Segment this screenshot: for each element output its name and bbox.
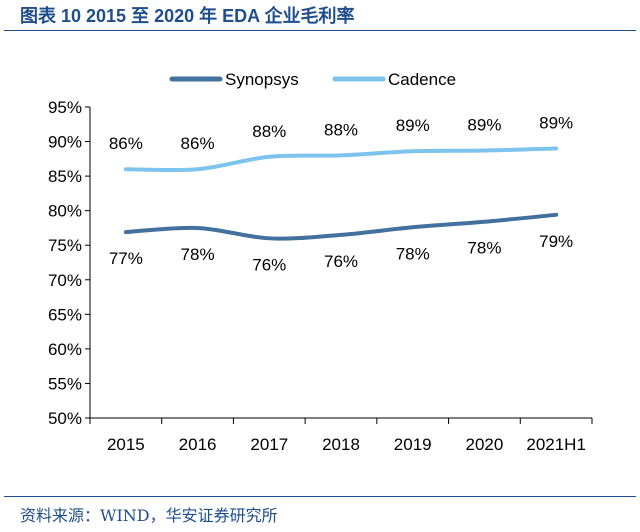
data-label-cadence: 86%	[181, 134, 215, 153]
x-tick-label: 2019	[394, 435, 432, 454]
data-label-cadence: 89%	[396, 116, 430, 135]
x-tick-label: 2021H1	[526, 435, 586, 454]
gross-margin-line-chart: Synopsys Cadence 50% 55% 60% 65% 70% 75% 80% 85%…	[48, 70, 593, 454]
x-tick-label: 2017	[250, 435, 288, 454]
figure-title: 图表 10 2015 至 2020 年 EDA 企业毛利率	[20, 6, 355, 26]
x-tick-label: 2015	[107, 435, 145, 454]
data-label-synopsys: 76%	[324, 252, 358, 271]
x-tick-label: 2020	[466, 435, 504, 454]
source-note: 资料来源：WIND，华安证券研究所	[20, 506, 278, 525]
x-tick-label: 2016	[179, 435, 217, 454]
data-label-cadence: 89%	[467, 116, 501, 135]
y-tick-label: 70%	[48, 271, 82, 290]
legend-label-synopsys: Synopsys	[225, 70, 299, 89]
y-tick-label: 95%	[48, 98, 82, 117]
x-tick-label: 2018	[322, 435, 360, 454]
y-tick-label: 85%	[48, 167, 82, 186]
data-label-cadence: 89%	[539, 113, 573, 132]
data-label-synopsys: 78%	[181, 245, 215, 264]
y-tick-label: 55%	[48, 374, 82, 393]
y-tick-label: 65%	[48, 305, 82, 324]
source-divider	[4, 496, 636, 497]
data-label-synopsys: 77%	[109, 249, 143, 268]
series-synopsys: 77% 78% 76% 76% 78% 78% 79%	[109, 212, 573, 274]
series-line-synopsys	[123, 212, 559, 241]
y-axis: 50% 55% 60% 65% 70% 75% 80% 85% 90% 95%	[48, 98, 91, 428]
data-label-synopsys: 78%	[467, 239, 501, 258]
data-label-synopsys: 78%	[396, 244, 430, 263]
y-tick-label: 50%	[48, 409, 82, 428]
series-cadence: 86% 86% 88% 88% 89% 89% 89%	[109, 113, 573, 173]
data-label-cadence: 88%	[324, 120, 358, 139]
series-line-cadence	[123, 146, 559, 173]
y-tick-label: 75%	[48, 236, 82, 255]
data-label-synopsys: 79%	[539, 232, 573, 251]
data-label-cadence: 88%	[252, 122, 286, 141]
title-divider	[4, 30, 636, 31]
y-tick-label: 90%	[48, 133, 82, 152]
data-label-synopsys: 76%	[252, 255, 286, 274]
data-label-cadence: 86%	[109, 134, 143, 153]
legend-label-cadence: Cadence	[388, 70, 456, 89]
chart-legend: Synopsys Cadence	[169, 70, 456, 89]
y-tick-label: 80%	[48, 202, 82, 221]
x-axis: 2015 2016 2017 2018 2019 2020 2021H1	[89, 417, 593, 454]
series-layer: 77% 78%76% 76% 78% 78% 79%86% 86%88% 88% 89% 89% 8…	[109, 113, 573, 274]
y-tick-label: 60%	[48, 340, 82, 359]
